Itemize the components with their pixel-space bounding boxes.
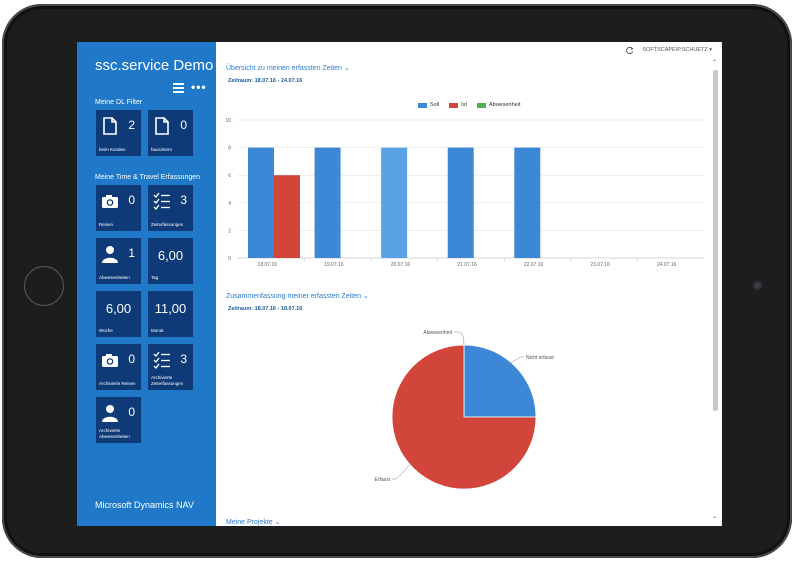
tile-value: 1: [128, 246, 135, 260]
chart-legend: Soll Ist Abwesenheit: [418, 102, 520, 108]
tile-label: Archivierte Abwesenheiten: [99, 428, 130, 439]
bar-ist-18.07.16[interactable]: [274, 175, 300, 258]
tile-value: 0: [128, 193, 135, 207]
bar-soll-20.07.16[interactable]: [381, 147, 408, 258]
checklist-icon: [152, 191, 172, 211]
tile-tag[interactable]: 6,00 Tag: [148, 238, 193, 284]
x-tick-label: 22.07.16: [524, 262, 544, 268]
tile-woche[interactable]: 6,00 Woche: [96, 291, 141, 337]
tile-label: Archivierte Reisen: [99, 380, 136, 386]
tile-reisen[interactable]: 0 Reisen: [96, 185, 141, 231]
sidebar: ssc.service Demo ••• Meine DL Filter Mei…: [77, 42, 216, 526]
pie-label: Nicht erfasst: [526, 355, 554, 361]
tile-value: 3: [180, 352, 187, 366]
x-tick-label: 20.07.16: [391, 262, 411, 268]
footer-brand: Microsoft Dynamics NAV: [95, 500, 194, 510]
tile-value: 0: [128, 405, 135, 419]
tile-zeiterfassungen[interactable]: 3 Zeiterfassungen: [148, 185, 193, 231]
pie-chart: Nicht erfasst Abwesenheit Erfasst: [374, 330, 554, 490]
tile-label: Zeiterfassungen: [151, 221, 184, 227]
main-content: SOFTSCAPE\P.SCHUETZ ▾ ⌃ ⌄ Übersicht zu m…: [216, 42, 722, 526]
legend-label-ist: Ist: [461, 102, 467, 108]
tile-value: 6,00: [157, 248, 184, 263]
bar-soll-21.07.16[interactable]: [447, 147, 474, 258]
pie-label: Abwesenheit: [423, 330, 452, 336]
summary-section-title[interactable]: Zusammenfassung meiner erfassten Zeiten …: [226, 293, 369, 300]
x-tick-label: 24.07.16: [657, 262, 677, 268]
screen: ssc.service Demo ••• Meine DL Filter Mei…: [77, 42, 722, 526]
tile-label: Tag: [151, 274, 159, 280]
tile-label: Reisen: [99, 221, 114, 227]
more-options-icon[interactable]: •••: [191, 80, 207, 94]
summary-period: Zeitraum: 18.07.16 - 18.07.16: [228, 306, 303, 312]
bar-chart: 0 2 4 6 8 10 18.07.16 19.07.16 20.07.16 21.07.16 2…: [225, 118, 704, 268]
legend-item-soll[interactable]: Soll: [418, 102, 439, 108]
bar-soll-19.07.16[interactable]: [314, 147, 341, 258]
person-icon: [100, 403, 120, 423]
tile-archivierte-abwesenheiten[interactable]: 0 Archivierte Abwesenheiten: [96, 397, 141, 443]
hamburger-menu-icon[interactable]: [173, 83, 184, 93]
leader-line: [392, 461, 413, 480]
tile-beim-kunden[interactable]: 2 beim Kunden: [96, 110, 141, 156]
leader-line: [454, 331, 465, 346]
pie-slice-nicht-erfasst[interactable]: [463, 344, 537, 418]
scrollbar[interactable]: [713, 70, 718, 411]
checklist-icon: [152, 350, 172, 370]
overview-period: Zeitraum: 18.07.16 - 24.07.16: [228, 78, 303, 84]
y-tick-label: 4: [228, 201, 231, 207]
legend-label-soll: Soll: [430, 102, 440, 108]
legend-item-ist[interactable]: Ist: [449, 102, 467, 108]
camera-icon: [100, 350, 120, 370]
y-tick-label: 10: [225, 118, 231, 124]
y-tick-label: 6: [228, 173, 231, 179]
x-tick-label: 23.07.16: [590, 262, 610, 268]
tile-value: 6,00: [105, 301, 132, 316]
camera-icon: [754, 282, 761, 289]
tile-value: 11,00: [154, 301, 187, 316]
document-icon: [100, 116, 120, 136]
tile-label: Archivierte Zeiterfassungen: [151, 375, 184, 386]
tile-value: 0: [128, 352, 135, 366]
y-tick-label: 2: [228, 228, 231, 234]
tile-value: 2: [128, 118, 135, 132]
bar-soll-18.07.16[interactable]: [248, 147, 274, 258]
tile-value: 0: [180, 118, 187, 132]
refresh-icon[interactable]: [625, 46, 634, 55]
filter-section-label: Meine DL Filter: [95, 99, 143, 106]
legend-item-abwesenheit[interactable]: Abwesenheit: [476, 102, 521, 108]
bar-soll-22.07.16[interactable]: [514, 147, 541, 258]
tile-label: beim Kunden: [99, 146, 126, 152]
pie-slice-erfasst[interactable]: [391, 344, 537, 490]
tile-archivierte-zeiterfassungen[interactable]: 3 Archivierte Zeiterfassungen: [148, 344, 193, 390]
tile-label: Monat: [151, 327, 164, 333]
scroll-down-icon[interactable]: ⌄: [711, 514, 717, 520]
x-tick-label: 21.07.16: [457, 262, 477, 268]
camera-icon: [100, 191, 120, 211]
x-tick-label: 18.07.16: [258, 262, 278, 268]
tile-archivierte-reisen[interactable]: 0 Archivierte Reisen: [96, 344, 141, 390]
scroll-up-icon[interactable]: ⌃: [711, 60, 717, 66]
tile-monat[interactable]: 11,00 Monat: [148, 291, 193, 337]
tile-abwesenheiten[interactable]: 1 Abwesenheiten: [96, 238, 141, 284]
leader-line: [507, 356, 524, 365]
projects-section-title[interactable]: Meine Projekte ⌄: [226, 519, 281, 526]
legend-label-abwesenheit: Abwesenheit: [488, 102, 521, 108]
time-section-label: Meine Time & Travel Erfassungen: [95, 174, 201, 181]
tile-hausintern[interactable]: 0 hausintern: [148, 110, 193, 156]
person-icon: [100, 244, 120, 264]
app-title: ssc.service Demo: [95, 57, 214, 74]
pie-label: Erfasst: [374, 477, 390, 483]
tile-label: hausintern: [151, 146, 173, 152]
user-menu[interactable]: SOFTSCAPE\P.SCHUETZ ▾: [642, 47, 712, 53]
home-button[interactable]: [24, 266, 64, 306]
overview-section-title[interactable]: Übersicht zu meinen erfassten Zeiten ⌄: [226, 65, 350, 72]
tile-value: 3: [180, 193, 187, 207]
y-tick-label: 8: [228, 146, 231, 152]
document-icon: [152, 116, 172, 136]
x-tick-label: 19.07.16: [324, 262, 344, 268]
tile-label: Abwesenheiten: [99, 274, 130, 280]
tile-label: Woche: [99, 327, 113, 333]
tablet-frame: ssc.service Demo ••• Meine DL Filter Mei…: [2, 4, 792, 558]
y-tick-label: 0: [228, 256, 231, 262]
